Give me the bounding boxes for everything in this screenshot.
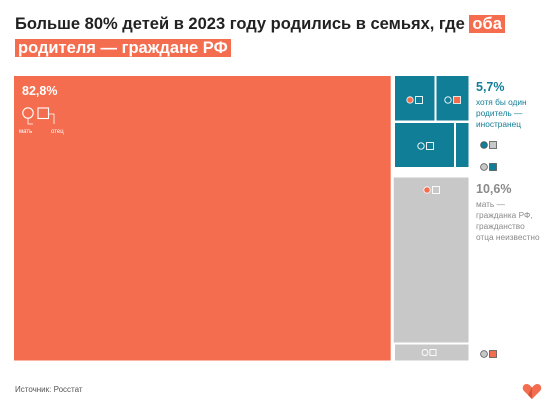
text-label-father-unknown-4: отца неизвестно	[476, 232, 540, 242]
legend-icon-foreign-father	[480, 141, 497, 149]
text-label-father-unknown-2: гражданка РФ,	[476, 210, 533, 220]
legend-icon-mother-father	[22, 107, 55, 125]
text-label-one-foreign-1: хотя бы один	[476, 97, 527, 107]
value-label-both: 82,8%	[22, 84, 57, 98]
subtile-icon-unknown-2	[421, 349, 437, 356]
treemap-subtile-unknown-bottom	[395, 344, 469, 361]
legend-label-mother: мать	[19, 129, 32, 135]
subtile-icon-foreign-3	[417, 142, 434, 150]
source-note: Источник: Росстат	[15, 385, 83, 394]
treemap-subtile-foreign-4	[456, 123, 469, 167]
heart-logo-icon	[522, 384, 542, 399]
text-label-one-foreign-3: иностранец	[476, 119, 521, 129]
treemap-tile-father-unknown	[393, 177, 469, 343]
subtile-icon-foreign-2	[444, 96, 461, 104]
treemap-subtile-foreign-1	[395, 76, 435, 121]
legend-icon-unknown	[480, 350, 497, 358]
text-label-father-unknown-3: гражданство	[476, 221, 525, 231]
subtile-icon-unknown-1	[423, 186, 440, 194]
legend-label-father: отец	[51, 129, 64, 135]
text-label-father-unknown-1: мать —	[476, 199, 506, 209]
treemap-subtile-foreign-2	[436, 76, 469, 121]
treemap-tile-both-citizens	[14, 76, 391, 361]
value-label-one-foreign: 5,7%	[476, 80, 505, 94]
title-text: Больше 80% детей в 2023 году родились в …	[15, 15, 465, 33]
subtile-icon-foreign-1	[406, 96, 423, 104]
text-label-one-foreign-2: родитель —	[476, 108, 523, 118]
chart-title: Больше 80% детей в 2023 году родились в …	[15, 12, 545, 60]
legend-icon-foreign-mother	[480, 163, 497, 171]
title-highlight-both: оба	[469, 15, 505, 33]
title-highlight-parents-citizens: родителя — граждане РФ	[15, 39, 231, 57]
value-label-father-unknown: 10,6%	[476, 182, 511, 196]
